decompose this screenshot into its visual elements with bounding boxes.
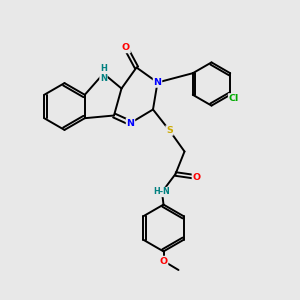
Text: H
N: H N	[100, 64, 107, 83]
Text: O: O	[159, 256, 168, 266]
Text: O: O	[192, 172, 201, 182]
Text: H-N: H-N	[154, 188, 170, 196]
Text: N: N	[154, 78, 161, 87]
Text: O: O	[122, 44, 130, 52]
Text: S: S	[166, 126, 173, 135]
Text: Cl: Cl	[229, 94, 239, 103]
Text: N: N	[127, 118, 134, 127]
